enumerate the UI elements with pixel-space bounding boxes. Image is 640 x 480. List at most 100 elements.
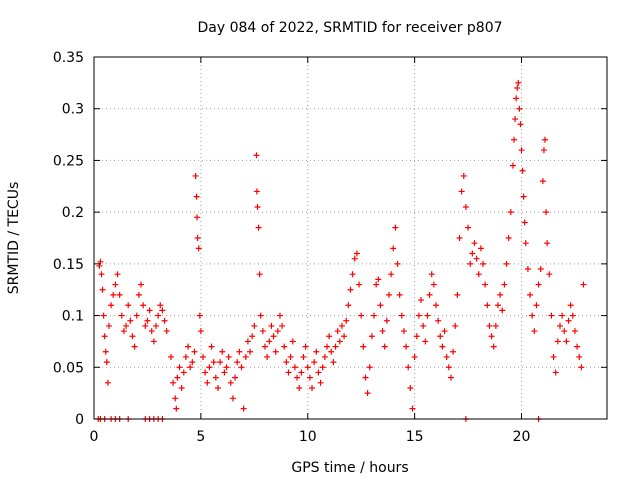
data-point bbox=[460, 172, 467, 179]
data-point bbox=[187, 364, 194, 371]
data-point bbox=[294, 374, 301, 381]
data-point bbox=[392, 224, 399, 231]
data-point bbox=[519, 167, 526, 174]
x-tick-label: 5 bbox=[196, 429, 205, 445]
data-point bbox=[424, 312, 431, 319]
data-point bbox=[477, 245, 484, 252]
data-point bbox=[494, 302, 501, 309]
data-point bbox=[450, 348, 457, 355]
chart-title: Day 084 of 2022, SRMTID for receiver p80… bbox=[197, 20, 502, 36]
data-point bbox=[522, 240, 529, 247]
data-point bbox=[462, 203, 469, 210]
data-point bbox=[486, 322, 493, 329]
data-point bbox=[559, 312, 566, 319]
data-point bbox=[135, 291, 142, 298]
data-point bbox=[507, 209, 514, 216]
data-point bbox=[129, 333, 136, 340]
data-point bbox=[548, 312, 555, 319]
data-point bbox=[426, 291, 433, 298]
data-point bbox=[360, 343, 367, 350]
data-point bbox=[368, 333, 375, 340]
data-point bbox=[458, 188, 465, 195]
data-point bbox=[178, 384, 185, 391]
data-point bbox=[353, 250, 360, 257]
data-point bbox=[328, 348, 335, 355]
data-point bbox=[366, 364, 373, 371]
data-point bbox=[229, 395, 236, 402]
data-point bbox=[543, 209, 550, 216]
data-point bbox=[155, 312, 162, 319]
data-point bbox=[574, 343, 581, 350]
data-point bbox=[170, 379, 177, 386]
data-point bbox=[518, 147, 525, 154]
data-point bbox=[127, 317, 134, 324]
data-point bbox=[300, 353, 307, 360]
data-point bbox=[326, 333, 333, 340]
data-point bbox=[251, 322, 258, 329]
data-point bbox=[537, 266, 544, 273]
y-tick-label: 0.1 bbox=[62, 309, 84, 325]
data-point bbox=[505, 235, 512, 241]
data-point bbox=[138, 281, 145, 288]
x-tick-label: 20 bbox=[513, 429, 531, 445]
data-point bbox=[161, 317, 168, 324]
data-point bbox=[509, 162, 516, 169]
data-point bbox=[527, 291, 534, 298]
data-point bbox=[373, 281, 380, 288]
data-point bbox=[244, 338, 251, 345]
data-point bbox=[569, 312, 576, 319]
data-point bbox=[266, 338, 273, 345]
data-point bbox=[490, 343, 497, 350]
x-tick-label: 10 bbox=[299, 429, 317, 445]
data-point bbox=[433, 302, 439, 309]
data-point bbox=[276, 312, 283, 319]
data-point bbox=[445, 364, 452, 371]
data-point bbox=[482, 281, 489, 288]
data-point bbox=[539, 178, 546, 185]
data-point bbox=[264, 353, 271, 360]
data-point bbox=[578, 364, 585, 371]
data-point bbox=[225, 353, 232, 360]
data-point bbox=[390, 245, 397, 252]
data-point bbox=[351, 255, 358, 262]
y-tick-label: 0 bbox=[75, 412, 84, 428]
data-point bbox=[497, 291, 504, 298]
plot-area-background bbox=[94, 57, 607, 419]
data-point bbox=[521, 219, 528, 226]
data-point bbox=[439, 343, 446, 350]
data-point bbox=[150, 338, 157, 345]
data-point bbox=[204, 379, 211, 386]
y-axis-ticks: 0 0.05 0.1 0.15 0.2 0.25 0.3 0.35 bbox=[53, 50, 607, 428]
data-point bbox=[152, 322, 159, 329]
data-point bbox=[499, 307, 506, 314]
data-point bbox=[563, 338, 570, 345]
data-point bbox=[394, 260, 401, 267]
data-point bbox=[98, 271, 105, 278]
data-point bbox=[254, 203, 261, 210]
data-point bbox=[452, 322, 459, 329]
data-point bbox=[114, 271, 121, 278]
data-point bbox=[97, 258, 104, 265]
data-point bbox=[332, 343, 339, 350]
data-point bbox=[415, 312, 422, 319]
data-point bbox=[142, 322, 149, 329]
data-point bbox=[529, 312, 536, 319]
data-point bbox=[255, 224, 262, 231]
x-axis-label: GPS time / hours bbox=[291, 460, 408, 476]
data-point bbox=[214, 384, 221, 391]
data-point bbox=[148, 328, 155, 335]
y-tick-label: 0.2 bbox=[62, 205, 84, 221]
data-point bbox=[287, 353, 294, 360]
data-point bbox=[313, 348, 320, 355]
data-point bbox=[174, 374, 181, 381]
data-point bbox=[208, 343, 215, 350]
data-point bbox=[118, 312, 125, 319]
data-point bbox=[306, 374, 313, 381]
data-point bbox=[249, 333, 256, 340]
data-point bbox=[556, 322, 563, 329]
data-point bbox=[185, 343, 192, 350]
data-point bbox=[385, 291, 392, 298]
y-tick-label: 0.15 bbox=[53, 257, 84, 273]
y-axis-label: SRMTID / TECUs bbox=[6, 182, 22, 295]
